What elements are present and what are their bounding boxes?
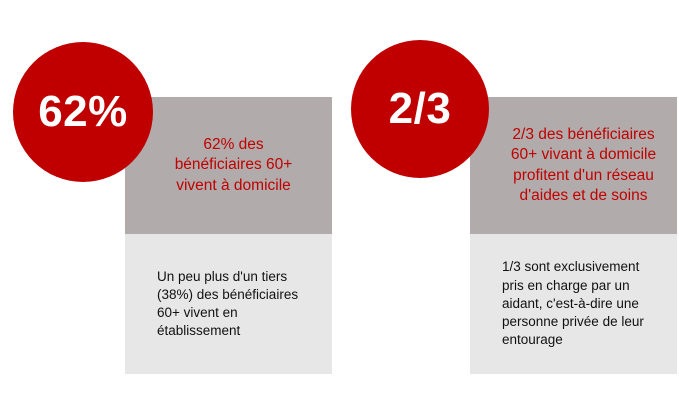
headline-panel: 62% des bénéficiaires 60+ vivent à domic… <box>125 97 332 234</box>
headline-panel: 2/3 des bénéficiaires 60+ vivant à domic… <box>470 97 677 234</box>
detail-panel: 1/3 sont exclusivement pris en charge pa… <box>470 234 677 374</box>
detail-text: Un peu plus d'un tiers (38%) des bénéfic… <box>157 268 299 339</box>
stat-badge: 62% <box>13 42 153 182</box>
detail-panel: Un peu plus d'un tiers (38%) des bénéfic… <box>125 234 332 374</box>
stat-badge-value: 2/3 <box>388 84 452 133</box>
stat-badge: 2/3 <box>351 40 489 178</box>
stat-badge-value: 62% <box>38 87 128 136</box>
headline-text: 2/3 des bénéficiaires 60+ vivant à domic… <box>510 126 657 204</box>
detail-text: 1/3 sont exclusivement pris en charge pa… <box>502 259 644 348</box>
headline-text: 62% des bénéficiaires 60+ vivent à domic… <box>174 136 293 194</box>
